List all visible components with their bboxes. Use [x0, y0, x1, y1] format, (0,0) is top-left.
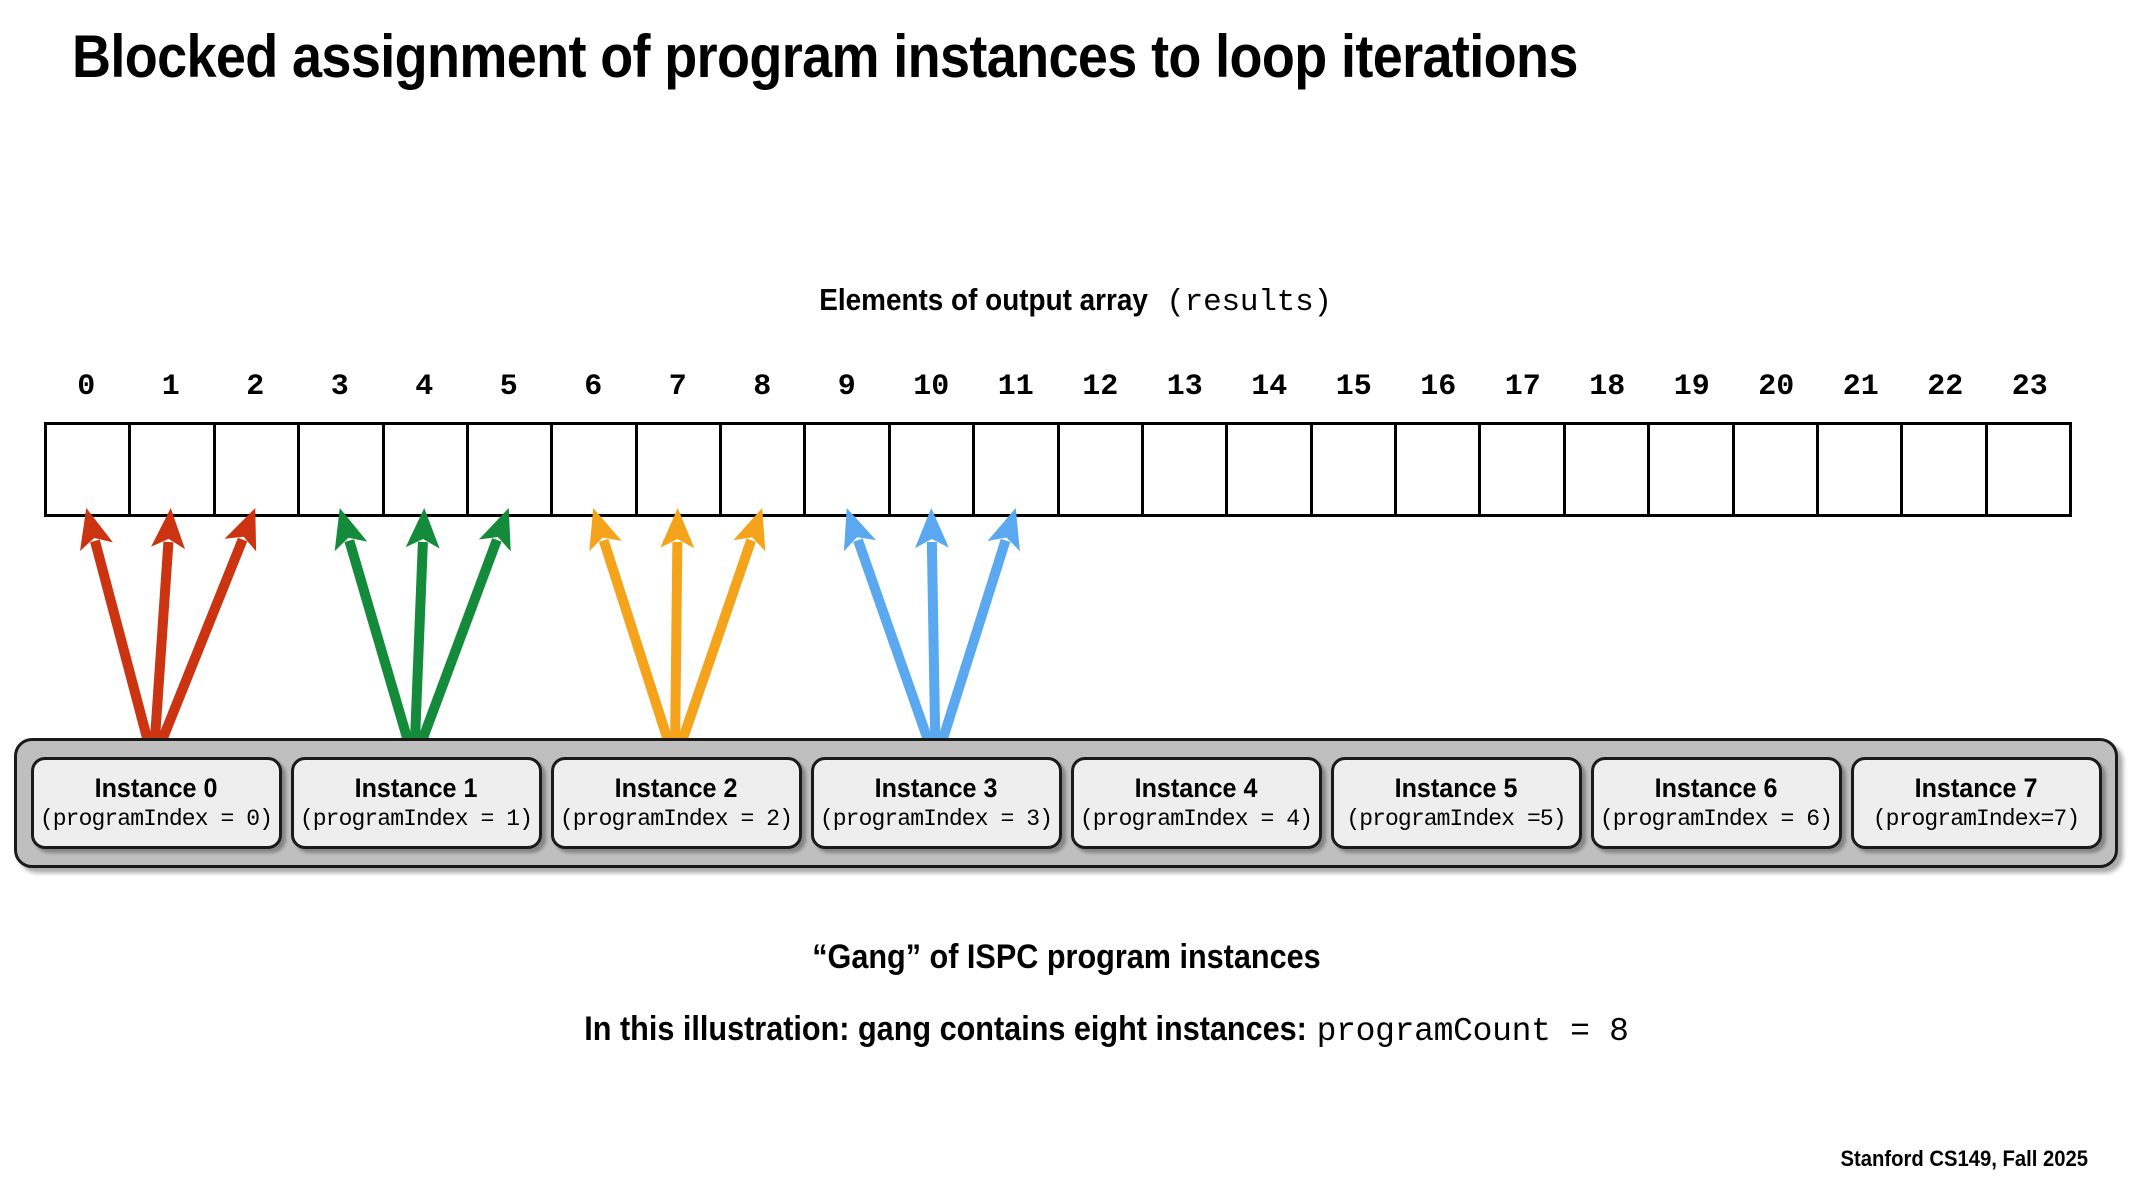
- array-index-row: 0 1 2 3 4 5 6 7 8 9 10 11 12 13 14 15 16…: [44, 367, 2072, 407]
- array-index-label: 10: [913, 370, 950, 404]
- array-cell: [1650, 425, 1735, 514]
- instance-program-index: (programIndex = 6): [1599, 806, 1833, 832]
- instance-program-index: (programIndex = 1): [299, 806, 533, 832]
- instance-program-index: (programIndex=7): [1872, 806, 2080, 832]
- array-index-label: 17: [1504, 370, 1541, 404]
- gang-caption: “Gang” of ISPC program instances: [0, 938, 2133, 977]
- instance-program-index: (programIndex =5): [1346, 806, 1566, 832]
- arrow-instance-1-to-element-5: [409, 508, 511, 764]
- page-title: Blocked assignment of program instances …: [72, 23, 1578, 90]
- instance-title: Instance 2: [614, 773, 738, 803]
- array-index-label: 2: [246, 370, 265, 404]
- arrow-instance-2-to-element-8: [670, 508, 766, 764]
- array-index-label: 8: [753, 370, 772, 404]
- array-index-label: 7: [668, 370, 687, 404]
- arrow-instance-0-to-element-2: [148, 508, 257, 764]
- arrow-instance-3-to-element-9: [843, 508, 941, 764]
- instance-title: Instance 7: [1914, 773, 2038, 803]
- arrow-instance-2-to-element-6: [589, 508, 680, 764]
- instance-box-4[interactable]: Instance 4 (programIndex = 4): [1070, 757, 1322, 849]
- illustration-caption-label: In this illustration: gang contains eigh…: [584, 1010, 1308, 1048]
- array-caption-mono: (results): [1166, 285, 1332, 320]
- arrow-instance-2-to-element-7: [660, 508, 695, 763]
- instance-box-1[interactable]: Instance 1 (programIndex = 1): [290, 757, 542, 849]
- array-index-label: 20: [1758, 370, 1795, 404]
- instance-program-index: (programIndex = 3): [819, 806, 1053, 832]
- array-index-label: 21: [1842, 370, 1879, 404]
- arrow-instance-0-to-element-0: [80, 508, 159, 764]
- arrow-instance-1-to-element-3: [334, 508, 419, 764]
- instance-program-index: (programIndex = 2): [559, 806, 793, 832]
- array-cell: [722, 425, 807, 514]
- array-cell: [1734, 425, 1819, 514]
- arrow-instance-3-to-element-11: [930, 508, 1020, 764]
- gang-caption-text: “Gang” of ISPC program instances: [812, 938, 1321, 976]
- array-cell: [215, 425, 301, 514]
- array-cell: [1397, 425, 1482, 514]
- array-caption: Elements of output array (results): [0, 282, 2133, 320]
- instance-box-3[interactable]: Instance 3 (programIndex = 3): [810, 757, 1062, 849]
- array-cell: [131, 425, 216, 514]
- array-cell: [1143, 425, 1229, 514]
- slide-footer: Stanford CS149, Fall 2025: [1840, 1146, 2088, 1171]
- array-index-label: 11: [997, 370, 1034, 404]
- arrow-instance-1-to-element-4: [405, 508, 440, 763]
- array-cell: [1818, 425, 1904, 514]
- array-cell: [47, 425, 132, 514]
- array-cell: [468, 425, 554, 514]
- array-index-label: 18: [1589, 370, 1626, 404]
- array-index-label: 1: [161, 370, 180, 404]
- array-caption-label: Elements of output array: [819, 282, 1149, 317]
- array-cell: [975, 425, 1060, 514]
- array-index-label: 22: [1927, 370, 1964, 404]
- array-index-label: 6: [584, 370, 603, 404]
- instance-program-index: (programIndex = 4): [1079, 806, 1313, 832]
- instance-title: Instance 0: [94, 773, 218, 803]
- array-index-label: 19: [1673, 370, 1710, 404]
- instance-title: Instance 6: [1654, 773, 1778, 803]
- instance-program-index: (programIndex = 0): [39, 806, 273, 832]
- array-index-label: 23: [2011, 370, 2048, 404]
- array-cell: [553, 425, 638, 514]
- output-array-grid: [44, 422, 2072, 517]
- instance-box-5[interactable]: Instance 5 (programIndex =5): [1330, 757, 1582, 849]
- instance-box-2[interactable]: Instance 2 (programIndex = 2): [550, 757, 802, 849]
- arrow-instance-0-to-element-1: [148, 508, 185, 763]
- illustration-caption: In this illustration: gang contains eigh…: [0, 1010, 2133, 1050]
- array-cell: [1228, 425, 1313, 514]
- array-cell: [637, 425, 722, 514]
- array-cell: [1059, 425, 1144, 514]
- array-cell: [1903, 425, 1988, 514]
- array-cell: [1481, 425, 1566, 514]
- arrow-instance-3-to-element-10: [914, 508, 949, 763]
- instance-title: Instance 1: [354, 773, 478, 803]
- gang-container: Instance 0 (programIndex = 0) Instance 1…: [14, 738, 2118, 868]
- array-index-label: 9: [837, 370, 856, 404]
- array-index-label: 4: [415, 370, 434, 404]
- array-index-label: 15: [1335, 370, 1372, 404]
- array-cell: [1987, 425, 2069, 514]
- instance-title: Instance 3: [874, 773, 998, 803]
- array-cell: [384, 425, 469, 514]
- instance-box-6[interactable]: Instance 6 (programIndex = 6): [1590, 757, 1842, 849]
- array-cell: [1312, 425, 1397, 514]
- array-index-label: 0: [77, 370, 96, 404]
- instance-box-7[interactable]: Instance 7 (programIndex=7): [1850, 757, 2102, 849]
- instance-title: Instance 4: [1134, 773, 1258, 803]
- array-cell: [806, 425, 891, 514]
- array-index-label: 16: [1420, 370, 1457, 404]
- array-index-label: 5: [499, 370, 518, 404]
- array-index-label: 3: [330, 370, 349, 404]
- array-cell: [1565, 425, 1651, 514]
- array-cell: [890, 425, 976, 514]
- instance-box-0[interactable]: Instance 0 (programIndex = 0): [30, 757, 282, 849]
- array-index-label: 13: [1166, 370, 1203, 404]
- array-index-label: 14: [1251, 370, 1288, 404]
- illustration-caption-mono: programCount = 8: [1316, 1013, 1629, 1050]
- array-index-label: 12: [1082, 370, 1119, 404]
- instance-title: Instance 5: [1394, 773, 1518, 803]
- array-cell: [300, 425, 385, 514]
